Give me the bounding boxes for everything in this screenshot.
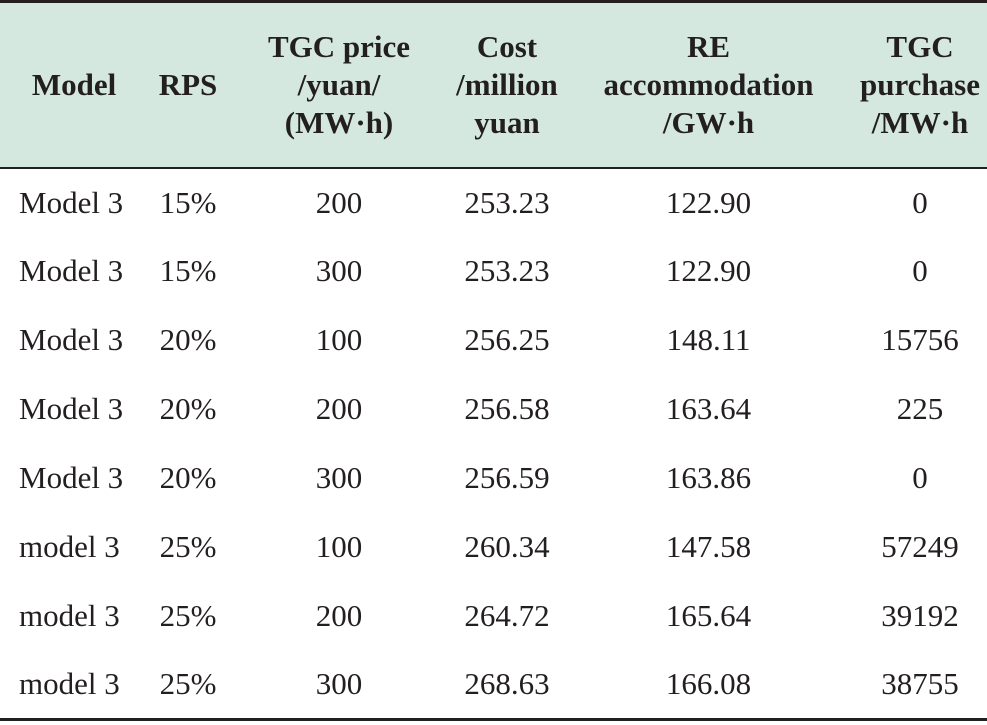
header-line: yuan: [474, 104, 540, 140]
cell-re-accommodation: 122.90: [665, 253, 752, 288]
header-rps: RPS: [148, 0, 228, 169]
table-row: model 3 25% 100 260.34 147.58 57249: [0, 513, 987, 582]
table-row: Model 3 20% 100 256.25 148.11 15756: [0, 306, 987, 375]
table-body: Model 3 15% 200 253.23 122.90 0 Model 3 …: [0, 168, 987, 721]
cell-cost: 256.59: [464, 460, 550, 495]
cell-rps: 15%: [159, 184, 217, 220]
cell-re-accommodation: 166.08: [564, 650, 853, 721]
cell-tgc-price: 200: [315, 391, 363, 426]
cell-re-accommodation: 147.58: [665, 529, 752, 564]
cell-re-accommodation: 122.90: [665, 184, 752, 220]
cell-cost: 253.23: [464, 253, 550, 288]
cell-tgc-purchase: 0: [912, 460, 928, 495]
cell-model: Model 3: [19, 322, 124, 357]
header-line: RPS: [158, 66, 218, 102]
header-line: accommodation: [603, 66, 814, 102]
table-row: model 3 25% 300 268.63 166.08 38755: [0, 650, 987, 721]
header-line: TGC price: [267, 28, 411, 64]
header-line: (MW·h): [284, 104, 394, 140]
header-line: /million: [456, 66, 558, 102]
cell-tgc-price: 200: [315, 598, 363, 633]
table-row: model 3 25% 200 264.72 165.64 39192: [0, 582, 987, 651]
cell-tgc-price: 300: [315, 460, 363, 495]
cell-tgc-price: 100: [315, 529, 363, 564]
cell-re-accommodation: 165.64: [665, 598, 752, 633]
cell-model: Model 3: [19, 184, 124, 220]
header-line: /yuan/: [297, 66, 381, 102]
cell-tgc-price: 300: [315, 253, 363, 288]
cell-rps: 15%: [159, 253, 217, 288]
header-row: Model RPS TGC price /yuan/ (MW·h) Cost /…: [0, 0, 987, 169]
cell-cost: 256.58: [464, 391, 550, 426]
header-line: RE: [686, 28, 731, 64]
cell-re-accommodation: 163.86: [665, 460, 752, 495]
table-row: Model 3 20% 200 256.58 163.64 225: [0, 375, 987, 444]
cell-cost: 253.23: [464, 184, 550, 220]
header-line: Model: [31, 66, 117, 102]
table-row: Model 3 20% 300 256.59 163.86 0: [0, 444, 987, 513]
header-line: TGC: [886, 28, 954, 64]
table-header: Model RPS TGC price /yuan/ (MW·h) Cost /…: [0, 0, 987, 169]
header-model: Model: [0, 0, 148, 169]
cell-cost: 260.34: [464, 529, 550, 564]
cell-tgc-purchase: 15756: [881, 322, 959, 357]
table-row: Model 3 15% 200 253.23 122.90 0: [0, 168, 987, 237]
cell-rps: 25%: [159, 598, 217, 633]
cell-model: model 3: [19, 598, 120, 633]
header-line: purchase: [859, 66, 980, 102]
header-line: /GW·h: [662, 104, 755, 140]
cell-cost: 268.63: [450, 650, 564, 721]
cell-tgc-price: 200: [315, 184, 363, 220]
header-line: Cost: [476, 28, 538, 64]
cell-tgc-purchase: 0: [912, 184, 928, 220]
header-cost: Cost /million yuan: [450, 0, 564, 169]
cell-model: Model 3: [19, 460, 124, 495]
cell-re-accommodation: 163.64: [665, 391, 752, 426]
header-tgc-purchase: TGC purchase /MW·h: [853, 0, 987, 169]
header-re-accommodation: RE accommodation /GW·h: [564, 0, 853, 169]
cell-model: model 3: [0, 650, 148, 721]
cell-rps: 20%: [159, 391, 217, 426]
cell-re-accommodation: 148.11: [666, 322, 751, 357]
header-tgc-price: TGC price /yuan/ (MW·h): [228, 0, 450, 169]
cell-tgc-purchase: 225: [896, 391, 944, 426]
cell-rps: 20%: [159, 460, 217, 495]
cell-model: Model 3: [19, 391, 124, 426]
cell-rps: 20%: [159, 322, 217, 357]
cell-tgc-purchase: 38755: [853, 650, 987, 721]
table-row: Model 3 15% 300 253.23 122.90 0: [0, 237, 987, 306]
cell-tgc-purchase: 39192: [881, 598, 959, 633]
cell-rps: 25%: [148, 650, 228, 721]
cell-tgc-purchase: 0: [912, 253, 928, 288]
cell-model: model 3: [19, 529, 120, 564]
cell-tgc-purchase: 57249: [881, 529, 959, 564]
cell-cost: 264.72: [464, 598, 550, 633]
cell-rps: 25%: [159, 529, 217, 564]
cell-cost: 256.25: [464, 322, 550, 357]
cell-model: Model 3: [19, 253, 124, 288]
cell-tgc-price: 300: [228, 650, 450, 721]
header-line: /MW·h: [871, 104, 969, 140]
cell-tgc-price: 100: [315, 322, 363, 357]
